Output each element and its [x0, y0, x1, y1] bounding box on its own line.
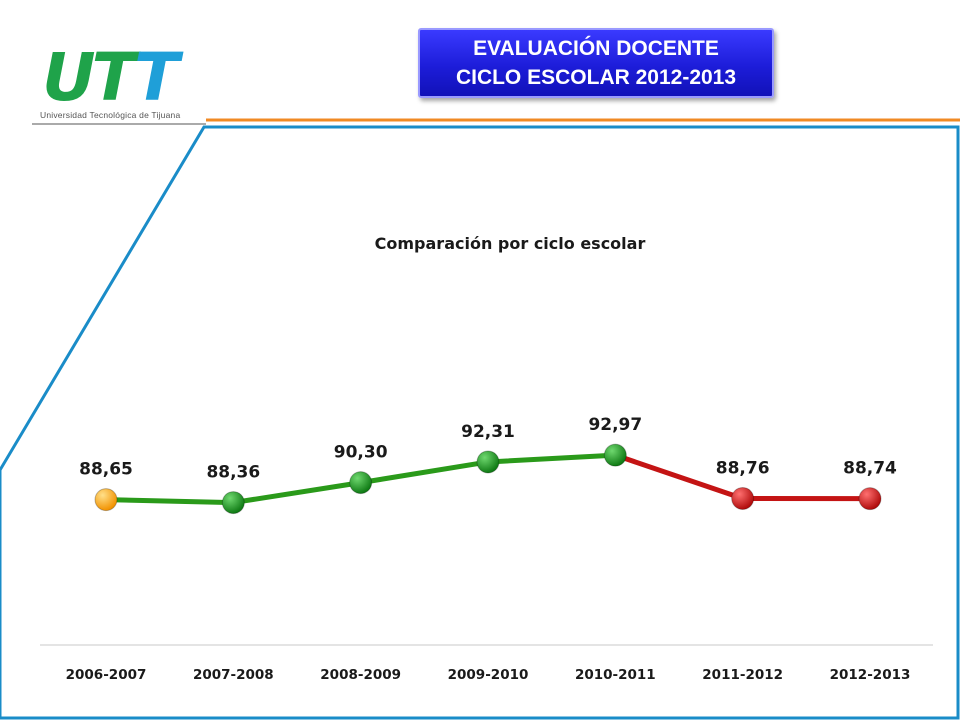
data-label-2007-2008: 88,36	[206, 463, 260, 483]
data-point-2012-2013	[858, 487, 882, 511]
x-tick-2011-2012: 2011-2012	[702, 667, 783, 683]
data-label-2012-2013: 88,74	[843, 459, 897, 479]
data-point-2007-2008	[221, 491, 245, 515]
x-tick-2010-2011: 2010-2011	[575, 667, 656, 683]
x-tick-2012-2013: 2012-2013	[830, 667, 911, 683]
data-point-2008-2009	[349, 471, 373, 495]
data-point-2010-2011	[603, 443, 627, 467]
data-point-2006-2007	[94, 488, 118, 512]
chart-data-labels: 88,65 88,36 90,30 92,31 92,97 88,76 88,74	[79, 415, 897, 482]
title-line-1: EVALUACIÓN DOCENTE	[473, 37, 719, 60]
chart-points	[94, 443, 882, 515]
chart-x-ticks: 2006-2007 2007-2008 2008-2009 2009-2010 2010…	[66, 667, 911, 683]
chart-segments	[103, 452, 873, 506]
data-label-2008-2009: 90,30	[334, 443, 388, 463]
data-label-2011-2012: 88,76	[716, 458, 770, 478]
logo-subtitle: Universidad Tecnológica de Tijuana	[40, 110, 181, 120]
data-label-2006-2007: 88,65	[79, 460, 133, 480]
data-point-2009-2010	[476, 450, 500, 474]
title-line-2: CICLO ESCOLAR 2012-2013	[455, 66, 737, 89]
line-segment-1	[103, 497, 236, 506]
x-tick-2006-2007: 2006-2007	[66, 667, 147, 683]
utt-logo: UTT	[42, 39, 188, 116]
data-label-2010-2011: 92,97	[588, 415, 642, 435]
title-banner: EVALUACIÓN DOCENTE CICLO ESCOLAR 2012-20…	[418, 28, 774, 98]
frame-border	[0, 125, 960, 720]
x-tick-2007-2008: 2007-2008	[193, 667, 274, 683]
chart-title: Comparación por ciclo escolar	[375, 234, 646, 253]
logo-letter-u: U	[42, 39, 95, 116]
x-tick-2009-2010: 2009-2010	[448, 667, 529, 683]
line-segment-4	[485, 452, 618, 465]
line-segment-5	[612, 452, 746, 501]
data-label-2009-2010: 92,31	[461, 422, 515, 442]
line-segment-3	[358, 459, 491, 486]
data-point-2011-2012	[731, 486, 755, 510]
line-segment-2	[230, 480, 364, 506]
x-tick-2008-2009: 2008-2009	[320, 667, 401, 683]
